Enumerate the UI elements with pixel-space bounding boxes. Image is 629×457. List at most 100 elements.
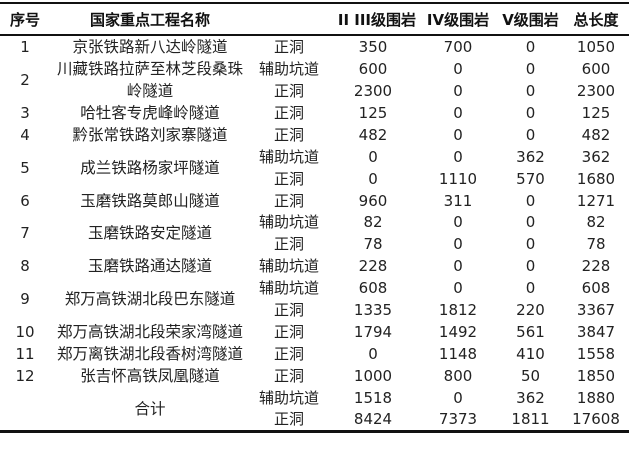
grade-5-value: 0 [525, 257, 536, 276]
grade-4-value: 311 [443, 191, 473, 210]
tunnel-type: 正洞 [273, 169, 304, 188]
grade-4-value: 0 [453, 147, 463, 166]
totals-row: 合计 辅助坑道 1518 0 362 1880 [0, 386, 629, 434]
row-number: 11 [15, 344, 35, 363]
table-row: 3 哈牡客专虎峰岭隧道 正洞 125 0 0 125 [0, 102, 629, 124]
total-value: 1558 [576, 344, 616, 363]
row-number: 7 [20, 224, 30, 243]
tunnel-type: 辅助坑道 [258, 257, 319, 276]
tunnel-type: 正洞 [250, 408, 328, 434]
grade-2-3-value: 600 [358, 60, 388, 78]
header-type [250, 2, 328, 36]
row-number: 8 [20, 257, 30, 276]
total-value: 600 [581, 60, 611, 78]
tunnel-type: 正洞 [273, 126, 304, 144]
project-name: 玉磨铁路通达隧道 [87, 257, 212, 276]
grade-4-value: 0 [453, 235, 463, 254]
row-number: 12 [15, 366, 35, 385]
grade-2-3-value: 0 [368, 344, 378, 363]
grade-4-value: 700 [443, 38, 473, 56]
totals-row: 正洞 8424 7373 1811 17608 [0, 408, 629, 434]
grade-2-3-value: 82 [363, 213, 383, 232]
grade-5-value: 362 [516, 147, 545, 166]
tunnel-type: 正洞 [273, 322, 304, 341]
tunnel-type: 正洞 [273, 366, 304, 385]
total-value: 1850 [576, 366, 616, 385]
project-name: 黔张常铁路刘家寨隧道 [72, 126, 228, 144]
grade-5-value: 362 [516, 388, 545, 407]
grade-2-3-value: 1000 [353, 366, 393, 385]
grade-5-value: 0 [525, 104, 536, 122]
header-total: 总长度 [563, 2, 629, 36]
table-row: 7 玉磨铁路安定隧道 辅助坑道 82 0 0 82 [0, 212, 629, 242]
grade-5-value: 50 [520, 366, 541, 385]
grade-4-value: 1110 [438, 169, 478, 188]
header-grade-5: V级围岩 [498, 2, 563, 36]
table-row: 10 郑万高铁湖北段荣家湾隧道 正洞 1794 1492 561 3847 [0, 321, 629, 343]
grade-2-3-value: 2300 [353, 82, 393, 100]
grade-4-value: 0 [453, 126, 463, 144]
row-number: 2 [20, 71, 30, 89]
grade-5-value: 0 [525, 213, 536, 232]
grade-5-value: 220 [516, 300, 545, 319]
header-num: 序号 [0, 2, 50, 36]
grade-2-3-value: 0 [368, 169, 378, 188]
grade-4-value: 1812 [438, 300, 478, 319]
table-row: 4 黔张常铁路刘家寨隧道 正洞 482 0 0 482 [0, 124, 629, 146]
tunnel-type: 辅助坑道 [258, 388, 319, 407]
grade-5-value: 0 [525, 279, 536, 298]
table-row: 正洞 2300 0 0 2300 [0, 80, 629, 102]
project-name: 哈牡客专虎峰岭隧道 [80, 104, 220, 122]
total-value: 1050 [576, 38, 616, 56]
totals-label: 合计 [0, 386, 250, 434]
grade-4-value: 0 [453, 213, 463, 232]
row-number: 4 [20, 126, 30, 144]
header-grade-2-3: II III级围岩 [328, 2, 418, 36]
grade-5-value: 0 [525, 191, 536, 210]
project-name: 玉磨铁路安定隧道 [87, 224, 212, 243]
header-row: 序号 国家重点工程名称 II III级围岩 IV级围岩 V级围岩 总长度 [0, 2, 629, 36]
total-value: 82 [586, 213, 606, 232]
grade-5-value: 0 [525, 38, 536, 56]
grade-2-3-value: 1335 [353, 300, 393, 319]
tunnel-type: 辅助坑道 [258, 279, 319, 298]
grade-2-3-value: 1794 [353, 322, 393, 341]
header-name: 国家重点工程名称 [50, 2, 250, 36]
table-row: 5 成兰铁路杨家坪隧道 辅助坑道 0 0 362 362 [0, 146, 629, 177]
total-value: 125 [581, 104, 611, 122]
table-row: 12 张吉怀高铁凤凰隧道 正洞 1000 800 50 1850 [0, 365, 629, 387]
tunnel-type: 正洞 [273, 82, 304, 100]
total-value: 78 [586, 235, 606, 254]
grade-5-value: 1811 [498, 408, 563, 434]
tunnel-type: 正洞 [273, 38, 304, 56]
grade-2-3-value: 350 [358, 38, 388, 56]
grade-2-3-value: 8424 [328, 408, 418, 434]
grade-2-3-value: 960 [358, 191, 388, 210]
row-number: 3 [20, 104, 30, 122]
grade-2-3-value: 125 [358, 104, 388, 122]
table-body: 1 京张铁路新八达岭隧道 正洞 350 700 0 1050 2 川藏铁路拉萨至林芝段桑珠岭隧道… [0, 35, 629, 434]
table-row: 9 郑万高铁湖北段巴东隧道 辅助坑道 608 0 0 608 [0, 277, 629, 308]
tunnel-type: 辅助坑道 [258, 213, 319, 232]
grade-4-value: 7373 [418, 408, 498, 434]
row-number: 9 [20, 289, 30, 308]
table-row: 11 郑万离铁湖北段香树湾隧道 正洞 0 1148 410 1558 [0, 343, 629, 365]
total-value: 1880 [576, 388, 616, 407]
grade-5-value: 410 [516, 344, 545, 363]
row-number: 5 [20, 158, 30, 177]
project-name: 郑万高铁湖北段荣家湾隧道 [56, 322, 243, 341]
grade-2-3-value: 228 [358, 257, 388, 276]
tunnel-type: 正洞 [273, 104, 304, 122]
project-name: 川藏铁路拉萨至林芝段桑珠岭隧道 [56, 60, 243, 100]
grade-4-value: 1492 [438, 322, 478, 341]
total-value: 228 [581, 257, 611, 276]
grade-4-value: 0 [453, 279, 463, 298]
table-row: 6 玉磨铁路莫郎山隧道 正洞 960 311 0 1271 [0, 190, 629, 212]
project-name: 成兰铁路杨家坪隧道 [80, 158, 220, 177]
total-value: 1680 [576, 169, 616, 188]
table-row: 2 川藏铁路拉萨至林芝段桑珠岭隧道 辅助坑道 600 0 0 600 [0, 58, 629, 100]
project-name: 郑万离铁湖北段香树湾隧道 [56, 344, 243, 363]
tunnel-type: 辅助坑道 [258, 60, 319, 78]
tunnel-type: 辅助坑道 [258, 147, 319, 166]
tunnel-type: 正洞 [273, 300, 304, 319]
